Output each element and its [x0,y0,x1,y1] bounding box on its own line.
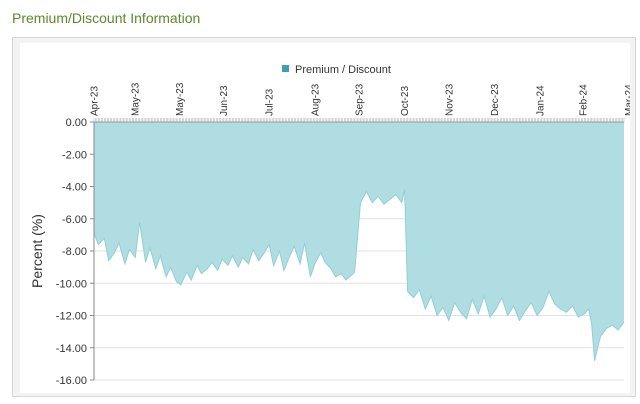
chart-panel: Premium / Discount Apr-23 May-23 May-23 Jun… [12,37,636,397]
page-title: Premium/Discount Information [12,10,201,26]
x-tick-label: Mar-24 [624,84,630,116]
x-tick-label: May-23 [175,82,186,116]
x-tick-label: Jan-24 [536,85,547,116]
chart-area: Premium / Discount Apr-23 May-23 May-23 Jun… [20,43,635,393]
y-axis-title: Percent (%) [29,214,45,288]
x-tick-label: Apr-23 [90,86,101,116]
y-tick-label: -4.00 [62,182,87,194]
chart-legend[interactable]: Premium / Discount [282,64,391,76]
y-tick-label: -12.00 [56,311,87,323]
x-tick-label: Jul-23 [265,88,276,116]
x-tick-label: Feb-24 [578,84,589,116]
legend-swatch [282,65,289,72]
y-tick-label: 0.00 [66,117,87,129]
chart-y-axis: 0.00 -2.00 -4.00 -6.00 -8.00 -10.00 -12.00 -14.… [29,117,95,387]
y-tick-label: -16.00 [56,375,87,387]
y-tick-label: -2.00 [62,149,87,161]
y-tick-label: -10.00 [56,278,87,290]
premium-discount-chart: Premium / Discount Apr-23 May-23 May-23 Jun… [29,64,635,387]
legend-label: Premium / Discount [295,64,391,76]
series-area-fill [94,122,624,361]
y-tick-label: -14.00 [56,343,87,355]
x-tick-label: Oct-23 [400,86,411,116]
y-tick-label: -6.00 [62,214,87,226]
series-line [93,189,625,361]
y-tick-label: -8.00 [62,246,87,258]
x-tick-label: Nov-23 [444,83,455,116]
chart-series-area [93,121,625,361]
x-tick-label: Jun-23 [219,85,230,116]
x-tick-label: Sep-23 [355,83,366,116]
x-tick-label: Dec-23 [490,83,501,116]
x-tick-label: May-23 [131,82,142,116]
x-minor-ticks [93,118,625,122]
x-tick-label: Aug-23 [310,83,321,116]
chart-x-axis: Apr-23 May-23 May-23 Jun-23 Jul-23 Aug-23 Sep-… [90,82,635,122]
